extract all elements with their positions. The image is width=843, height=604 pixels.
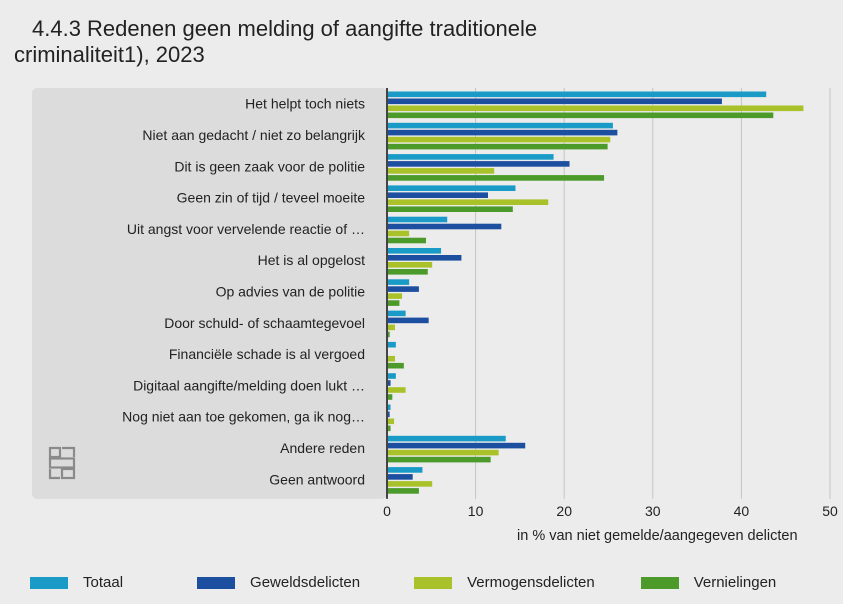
bar-7-series-3 [387,293,403,299]
legend-label-geweldsdelicten: Geweldsdelicten [250,574,361,591]
category-label-panel [32,88,387,499]
bar-1-series-3 [387,105,804,112]
legend-item-geweldsdelicten: Geweldsdelicten [197,574,360,591]
x-tick-label-30: 30 [645,503,661,519]
bar-11-series-4 [387,425,391,432]
bar-6-series-2 [387,255,462,261]
bar-7-series-1 [387,279,410,285]
bar-5-series-2 [387,223,502,230]
legend-item-vernielingen: Vernielingen [640,574,777,591]
bar-4-series-4 [387,206,513,212]
bar-4-series-3 [387,199,549,205]
x-axis-title: in % van niet gemelde/aangegeven delicte… [517,528,798,544]
legend-label-totaal: Totaal [83,574,124,591]
legend-item-vermogensdelicten: Vermogensdelicten [414,574,595,591]
category-label-9: Financiële schade is al vergoed [169,346,365,362]
category-label-2: Niet aan gedacht / niet zo belangrijk [142,127,366,143]
bar-13-series-3 [387,481,433,487]
category-label-6: Het is al opgelost [258,252,366,268]
bar-2-series-2 [387,129,618,136]
bar-13-series-4 [387,488,419,494]
legend-swatch-vernielingen [640,576,679,589]
bar-4-series-1 [387,185,516,191]
bar-6-series-4 [387,269,428,275]
bar-9-series-1 [387,341,396,348]
bar-5-series-1 [387,216,448,223]
legend-item-totaal: Totaal [30,574,123,591]
bar-11-series-3 [387,418,395,425]
category-label-12: Andere reden [280,440,365,456]
x-tick-label-0: 0 [383,503,391,519]
x-tick-label-50: 50 [822,503,838,519]
category-label-1: Het helpt toch niets [245,96,365,112]
chart-title: 4.4.3 Redenen geen melding of aangifte t… [14,16,814,68]
bar-3-series-2 [387,161,570,167]
bar-2-series-4 [387,143,608,150]
chart-legend: Totaal Geweldsdelicten Vermogensdelicten… [30,574,776,591]
chart-title-line2: criminaliteit1), 2023 [14,42,205,67]
bar-8-series-3 [387,324,395,331]
bar-1-series-2 [387,98,722,105]
bar-5-series-4 [387,237,426,244]
x-tick-label-10: 10 [468,503,484,519]
bar-1-series-4 [387,112,774,119]
x-tick-label-20: 20 [556,503,572,519]
bar-3-series-3 [387,168,495,174]
cbs-logo-icon [48,446,76,480]
bar-7-series-4 [387,300,400,306]
bar-1-series-1 [387,91,767,98]
bar-12-series-3 [387,449,499,456]
legend-swatch-geweldsdelicten [197,576,236,589]
bar-9-series-3 [387,355,395,362]
bar-12-series-2 [387,442,526,449]
bar-11-series-2 [387,411,390,418]
bar-13-series-2 [387,474,413,480]
category-label-8: Door schuld- of schaamtegevoel [164,315,365,331]
bar-7-series-2 [387,286,419,292]
legend-swatch-totaal [30,576,68,589]
bar-12-series-1 [387,435,506,442]
category-label-7: Op advies van de politie [216,283,366,299]
bar-4-series-2 [387,192,489,198]
bar-3-series-4 [387,175,605,181]
bar-12-series-4 [387,456,491,463]
bar-13-series-1 [387,467,423,473]
bar-2-series-1 [387,122,613,129]
bar-6-series-3 [387,262,433,268]
category-label-3: Dit is geen zaak voor de politie [174,158,365,174]
bar-5-series-3 [387,230,410,237]
category-label-11: Nog niet aan toe gekomen, ga ik nog… [122,409,365,425]
bar-10-series-2 [387,380,391,386]
category-label-13: Geen antwoord [269,471,365,487]
category-label-10: Digitaal aangifte/melding doen lukt … [133,377,365,393]
bar-6-series-1 [387,248,442,254]
category-label-5: Uit angst voor vervelende reactie of … [127,221,365,237]
bar-8-series-2 [387,317,429,324]
bar-10-series-3 [387,387,406,393]
bar-8-series-4 [387,331,390,338]
category-label-4: Geen zin of tijd / teveel moeite [177,190,366,206]
legend-label-vernielingen: Vernielingen [693,574,777,591]
x-tick-label-40: 40 [734,503,750,519]
bar-9-series-4 [387,362,404,369]
bar-3-series-1 [387,154,554,160]
bar-chart: Het helpt toch niets Niet aan gedacht / n… [32,88,838,544]
bar-2-series-3 [387,136,611,143]
chart-title-line1: 4.4.3 Redenen geen melding of aangifte t… [32,16,538,41]
legend-swatch-vermogensdelicten [414,576,453,589]
legend-label-vermogensdelicten: Vermogensdelicten [467,574,595,591]
bar-10-series-1 [387,373,396,379]
bar-10-series-4 [387,394,393,400]
bar-8-series-1 [387,310,406,317]
bar-11-series-1 [387,404,391,411]
